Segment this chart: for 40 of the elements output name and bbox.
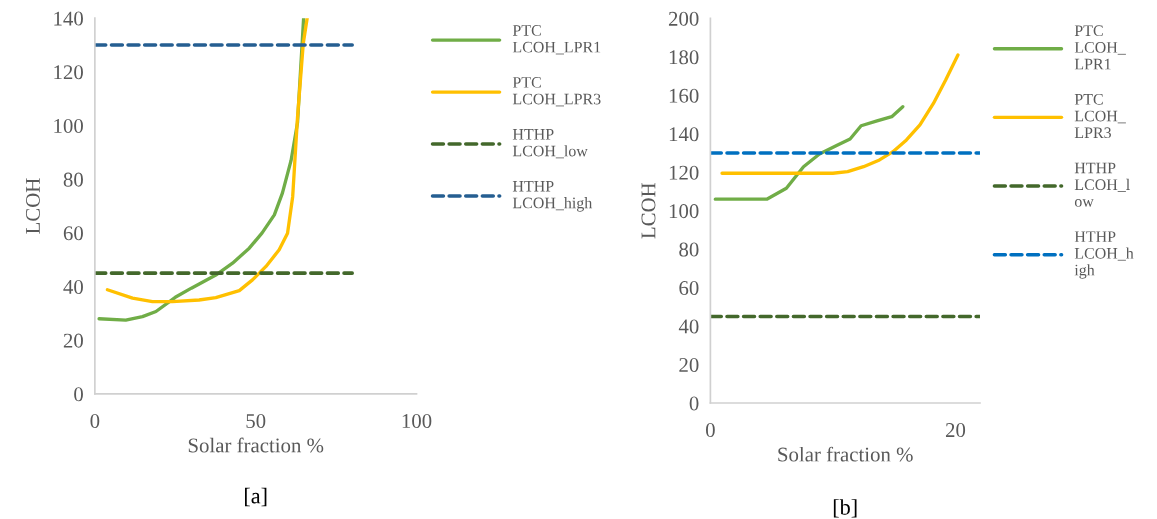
x-tick-label: 0 xyxy=(90,413,100,429)
text: [b] xyxy=(833,499,857,518)
y-axis-title: LCOH xyxy=(641,182,656,239)
y-tick-label: 80 xyxy=(63,172,83,187)
y-tick-label: 40 xyxy=(63,279,83,294)
y-tick-label: 120 xyxy=(669,165,699,180)
y-axis-title: LCOH xyxy=(25,178,40,234)
y-tick-label: 60 xyxy=(63,226,83,241)
legend-label: HTHP LCOH_high xyxy=(512,181,593,212)
x-axis-title: Solar fraction % xyxy=(778,446,913,462)
line-series xyxy=(713,105,905,201)
x-tick-label: 100 xyxy=(402,413,432,429)
y-tick-label: 160 xyxy=(669,88,699,103)
x-tick-label: 0 xyxy=(705,423,715,438)
x-tick-label: 20 xyxy=(945,423,966,438)
y-tick-label: 0 xyxy=(74,387,83,402)
y-tick-label: 140 xyxy=(669,127,699,142)
y-tick-label: 200 xyxy=(668,11,699,26)
y-tick-label: 100 xyxy=(669,204,699,219)
y-tick-label: 60 xyxy=(679,281,699,296)
x-tick-label: 50 xyxy=(246,413,266,429)
legend-label: PTC LCOH_LPR3 xyxy=(512,77,601,107)
legend-label: PTC LCOH_ LPR1 xyxy=(1074,25,1126,70)
y-tick-label: 180 xyxy=(669,50,699,65)
x-axis-title: Solar fraction % xyxy=(188,437,324,453)
y-tick-label: 40 xyxy=(678,319,699,334)
legend-label: HTHP LCOH_low xyxy=(512,129,588,159)
y-tick-label: 140 xyxy=(54,11,83,26)
y-tick-label: 0 xyxy=(689,396,699,411)
legend-label: HTHP LCOH_l ow xyxy=(1074,162,1130,207)
legend-label: PTC LCOH_LPR1 xyxy=(512,25,601,55)
y-tick-label: 80 xyxy=(679,242,699,257)
y-tick-label: 100 xyxy=(54,118,83,133)
legend-label: PTC LCOH_ LPR3 xyxy=(1074,93,1126,139)
text: [a] xyxy=(245,487,267,507)
y-tick-label: 20 xyxy=(679,357,699,372)
legend-label: HTHP LCOH_h igh xyxy=(1074,231,1134,279)
line-series xyxy=(720,53,960,175)
y-tick-label: 20 xyxy=(63,333,83,348)
y-tick-label: 120 xyxy=(54,65,83,80)
